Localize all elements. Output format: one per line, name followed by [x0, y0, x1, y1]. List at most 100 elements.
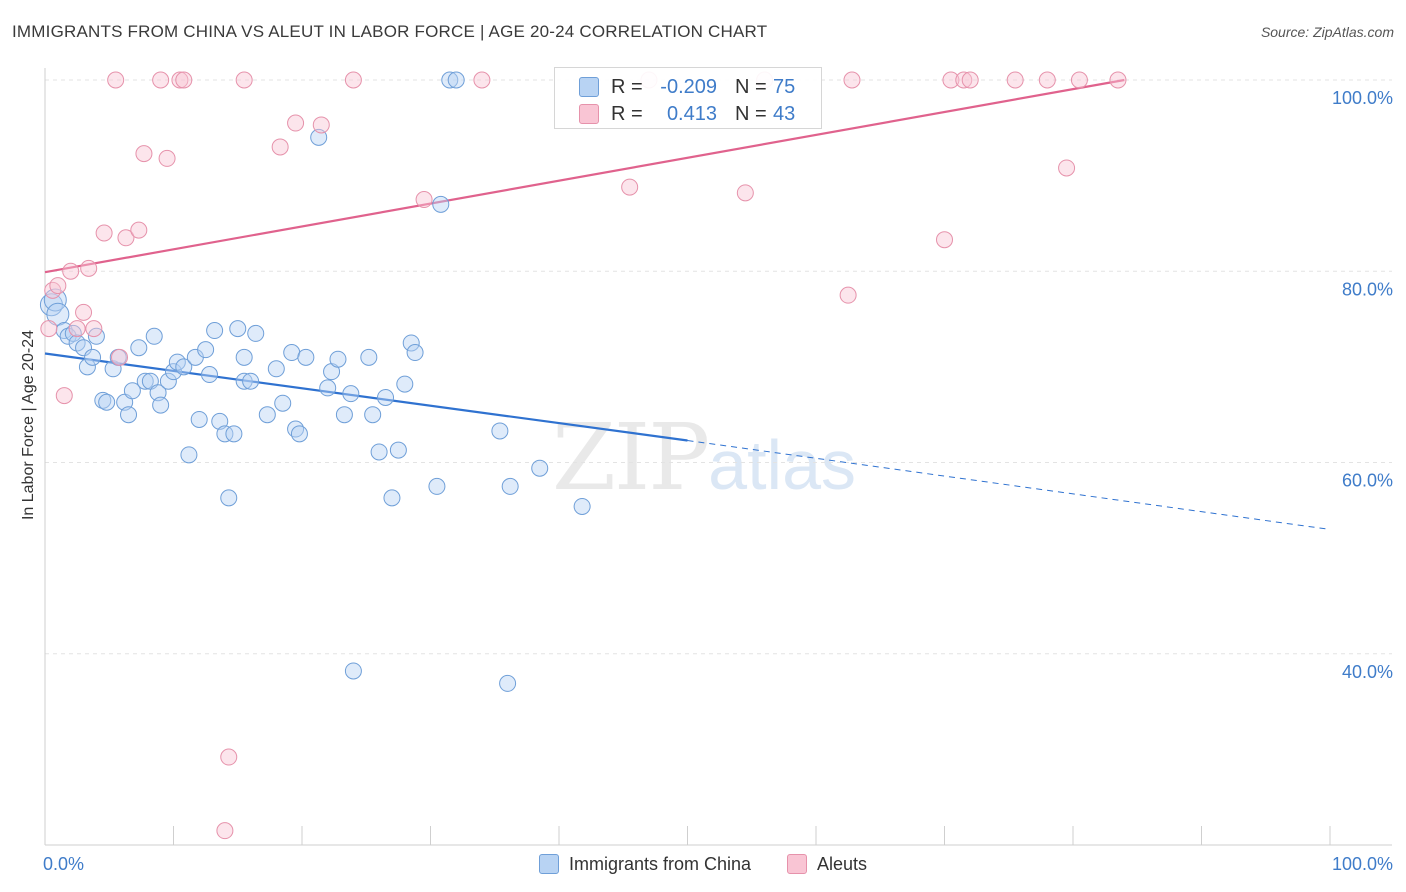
point-china — [152, 396, 170, 414]
point-aleuts — [235, 71, 253, 89]
point-aleuts — [1109, 71, 1127, 89]
point-china — [43, 288, 67, 312]
y-tick-label: 40.0% — [1342, 662, 1393, 682]
point-aleuts — [1006, 71, 1024, 89]
series-legend: Immigrants from China Aleuts — [0, 852, 1406, 876]
point-china — [402, 334, 420, 352]
y-tick-label: 60.0% — [1342, 471, 1393, 491]
point-china — [123, 382, 141, 400]
point-china — [531, 459, 549, 477]
correlation-legend: R = -0.209 N = 75 R = 0.413 N = 43 — [554, 67, 822, 129]
point-china — [78, 358, 96, 376]
series-swatch-aleuts — [787, 854, 808, 874]
data-points — [39, 71, 1127, 840]
point-china — [501, 477, 519, 495]
legend-n-label: N = — [735, 75, 767, 98]
point-aleuts — [621, 178, 639, 196]
trend-line-china — [44, 352, 688, 442]
point-china — [290, 425, 308, 443]
point-aleuts — [171, 71, 189, 89]
y-tick-label: 100.0% — [1332, 88, 1393, 108]
point-aleuts — [955, 71, 973, 89]
point-china — [267, 360, 285, 378]
watermark-zip: ZIP — [552, 404, 710, 511]
series-legend-china[interactable]: Immigrants from China — [538, 853, 752, 875]
legend-n-value-china: 75 — [773, 75, 796, 98]
point-aleuts — [111, 348, 129, 366]
point-china — [319, 379, 337, 397]
point-aleuts — [117, 229, 135, 247]
point-aleuts — [220, 748, 238, 766]
point-china — [159, 372, 177, 390]
point-aleuts — [68, 320, 86, 338]
chart-title: IMMIGRANTS FROM CHINA VS ALEUT IN LABOR … — [12, 22, 768, 41]
point-china — [310, 128, 328, 146]
point-china — [389, 441, 407, 459]
trend-lines — [44, 78, 1331, 530]
point-china — [370, 443, 388, 461]
point-aleuts — [95, 224, 113, 242]
point-china — [247, 324, 265, 342]
legend-row-aleuts: R = 0.413 N = 43 — [579, 101, 795, 127]
point-aleuts — [936, 231, 953, 249]
point-aleuts — [216, 822, 234, 840]
point-china — [447, 71, 465, 89]
point-aleuts — [152, 71, 170, 89]
point-aleuts — [839, 286, 857, 304]
point-china — [225, 425, 243, 443]
point-china — [441, 71, 459, 89]
trend-line-china-extension — [687, 440, 1331, 530]
point-china — [573, 497, 591, 515]
point-china — [428, 477, 446, 495]
legend-row-china: R = -0.209 N = 75 — [579, 74, 795, 100]
point-china — [130, 339, 148, 357]
point-china — [432, 195, 450, 213]
legend-swatch-china — [579, 77, 599, 97]
tick-labels: 40.0% 60.0% 80.0% 100.0% 0.0% 100.0% — [43, 88, 1393, 874]
series-label-china: Immigrants from China — [568, 853, 752, 874]
series-legend-aleuts[interactable]: Aleuts — [787, 854, 867, 875]
point-china — [145, 327, 163, 345]
y-axis-label-container: In Labor Force | Age 20-24 — [14, 140, 44, 710]
legend-n-value-aleuts: 43 — [773, 102, 796, 125]
point-aleuts — [55, 387, 73, 405]
point-china — [149, 384, 167, 402]
point-aleuts — [1070, 71, 1088, 89]
point-china — [242, 372, 260, 390]
point-china — [216, 425, 234, 443]
point-china — [220, 489, 238, 507]
watermark-atlas: atlas — [708, 426, 857, 504]
x-tick-label: 100.0% — [1332, 854, 1393, 874]
legend-r-value-aleuts: 0.413 — [666, 102, 717, 125]
point-china — [98, 393, 116, 411]
point-china — [297, 348, 315, 366]
point-aleuts — [942, 71, 960, 89]
point-aleuts — [736, 184, 754, 202]
point-aleuts — [75, 303, 93, 321]
x-tick-label: 0.0% — [43, 854, 84, 874]
point-china — [75, 339, 93, 357]
point-china — [364, 406, 382, 424]
point-china — [211, 412, 229, 430]
point-china — [190, 410, 208, 428]
point-china — [344, 662, 362, 680]
point-china — [335, 406, 353, 424]
point-aleuts — [287, 114, 305, 132]
point-china — [206, 322, 224, 340]
series-label-aleuts: Aleuts — [817, 853, 868, 874]
legend-n-label: N = — [735, 102, 767, 125]
point-aleuts — [961, 71, 979, 89]
point-aleuts — [175, 71, 193, 89]
y-tick-label: 80.0% — [1342, 279, 1393, 299]
point-china — [360, 348, 378, 366]
series-swatch-china — [538, 854, 559, 874]
point-aleuts — [40, 320, 58, 338]
point-china — [136, 372, 154, 390]
point-china — [120, 406, 138, 424]
legend-r-label: R = — [611, 75, 643, 98]
point-china — [377, 388, 395, 406]
point-china — [200, 366, 218, 384]
point-china — [396, 375, 414, 393]
axes — [44, 68, 1392, 846]
point-aleuts — [44, 281, 62, 299]
